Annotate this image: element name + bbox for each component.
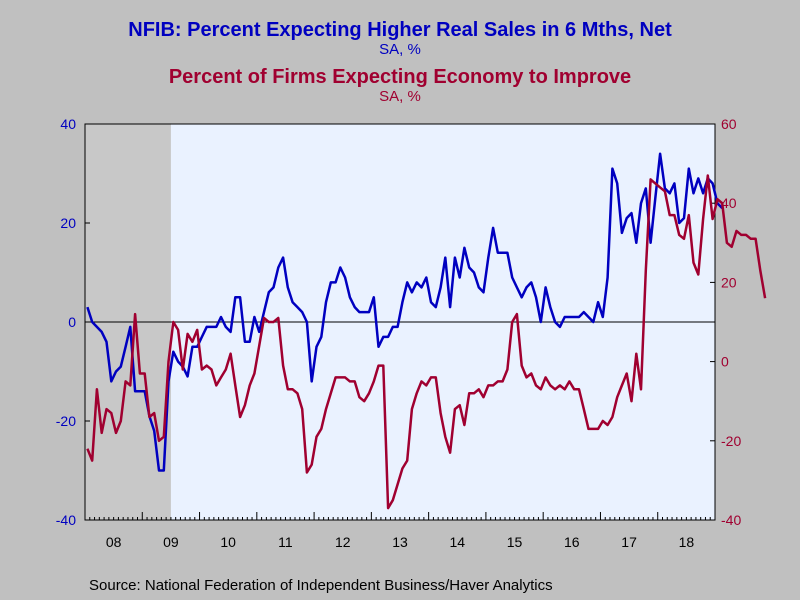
- x-tick-label: 16: [564, 534, 580, 550]
- chart-subtitle-primary: SA, %: [379, 41, 421, 58]
- y-right-tick-label: -40: [721, 512, 741, 528]
- y-right-tick-label: 60: [721, 116, 737, 132]
- y-right-tick-label: 20: [721, 274, 737, 290]
- chart-title-secondary: Percent of Firms Expecting Economy to Im…: [168, 66, 632, 88]
- y-left-tick-label: 20: [60, 215, 76, 231]
- y-left-tick-label: -40: [56, 512, 76, 528]
- sales-expectations-line: [86, 152, 724, 472]
- x-tick-label: 13: [392, 534, 408, 550]
- x-tick-label: 10: [220, 534, 236, 550]
- y-left-tick-label: 0: [68, 314, 76, 330]
- y-right-tick-label: 40: [721, 195, 737, 211]
- y-left-tick-label: -20: [56, 413, 76, 429]
- chart-subtitle-secondary: SA, %: [379, 88, 421, 105]
- x-tick-label: 11: [278, 534, 293, 550]
- x-tick-label: 14: [449, 534, 465, 550]
- y-right-tick-label: -20: [721, 433, 741, 449]
- x-tick-label: 09: [163, 534, 179, 550]
- chart-title-primary: NFIB: Percent Expecting Higher Real Sale…: [128, 19, 672, 41]
- economy-expectations-line: [86, 174, 767, 510]
- x-tick-label: 08: [106, 534, 122, 550]
- x-tick-label: 12: [335, 534, 351, 550]
- x-tick-label: 17: [621, 534, 637, 550]
- x-tick-label: 18: [679, 534, 695, 550]
- y-left-tick-label: 40: [60, 116, 76, 132]
- x-tick-label: 15: [507, 534, 523, 550]
- chart-source-note: Source: National Federation of Independe…: [89, 577, 553, 594]
- y-right-tick-label: 0: [721, 354, 729, 370]
